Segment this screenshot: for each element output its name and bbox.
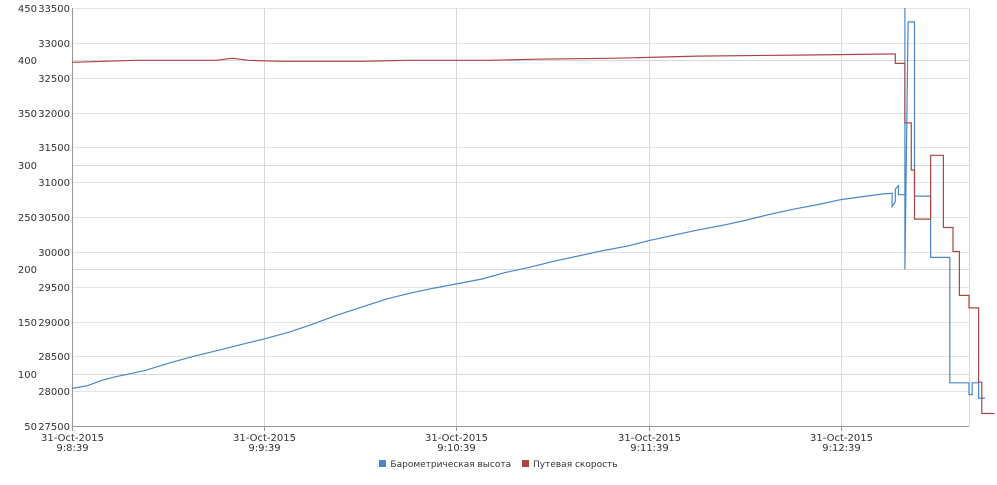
x-axis-tick-labels: 31-Oct-20159:8:3931-Oct-20159:9:3931-Oct… bbox=[41, 433, 873, 454]
y-left-tick-label: 200 bbox=[18, 265, 37, 276]
y-right-tick-label: 33500 bbox=[38, 4, 70, 15]
x-tick-label-date: 31-Oct-2015 bbox=[41, 433, 104, 444]
series-line-1[interactable] bbox=[71, 53, 995, 415]
y-left-tick-label: 300 bbox=[18, 161, 37, 172]
y-left-tick-label: 50 bbox=[24, 422, 37, 433]
legend-swatch-speed bbox=[522, 460, 529, 467]
y-left-tick-label: 400 bbox=[18, 56, 37, 67]
legend-swatch-altitude bbox=[379, 460, 387, 467]
y-left-tick-label: 150 bbox=[18, 318, 37, 329]
x-tick-label-time: 9:10:39 bbox=[437, 443, 476, 454]
y-right-tick-label: 29000 bbox=[38, 318, 70, 329]
y-left-tick-label: 250 bbox=[18, 213, 37, 224]
y-right-tick-label: 27500 bbox=[38, 422, 70, 433]
y-right-tick-label: 33000 bbox=[38, 39, 70, 50]
legend-item-altitude[interactable]: Барометрическая высота bbox=[379, 460, 511, 470]
y-right-tick-label: 32500 bbox=[38, 74, 70, 85]
x-tick-label-date: 31-Oct-2015 bbox=[618, 433, 681, 444]
legend-label-altitude: Барометрическая высота bbox=[390, 460, 512, 470]
legend-item-speed[interactable]: Путевая скорость bbox=[522, 460, 618, 470]
y-right-tick-label: 31500 bbox=[38, 143, 70, 154]
left-axis-tick-labels: 50 100 150 200 250 300 350 400 450 bbox=[18, 4, 37, 433]
y-right-tick-label: 28000 bbox=[38, 387, 70, 398]
legend-label-speed: Путевая скорость bbox=[533, 460, 618, 470]
x-tick-label-time: 9:8:39 bbox=[56, 443, 88, 454]
y-left-tick-label: 100 bbox=[18, 370, 37, 381]
series-lines bbox=[71, 8, 995, 415]
y-right-tick-label: 28500 bbox=[38, 352, 70, 363]
chart-legend: Барометрическая высота Путевая скорость bbox=[0, 460, 997, 470]
x-tick-label-date: 31-Oct-2015 bbox=[233, 433, 296, 444]
x-tick-label-date: 31-Oct-2015 bbox=[810, 433, 873, 444]
grid-lines bbox=[72, 8, 970, 427]
right-axis-tick-labels: 27500 28000 28500 29000 29500 30000 30500 31000… bbox=[38, 4, 70, 433]
y-right-tick-label: 30000 bbox=[38, 248, 70, 259]
y-right-tick-label: 29500 bbox=[38, 283, 70, 294]
y-left-tick-label: 450 bbox=[18, 4, 37, 15]
y-right-tick-label: 31000 bbox=[38, 178, 70, 189]
x-tick-label-time: 9:12:39 bbox=[822, 443, 861, 454]
y-left-tick-label: 350 bbox=[18, 109, 37, 120]
axes bbox=[72, 8, 969, 431]
x-tick-label-time: 9:9:39 bbox=[248, 443, 280, 454]
x-tick-label-time: 9:11:39 bbox=[630, 443, 669, 454]
y-right-tick-label: 32000 bbox=[38, 109, 70, 120]
series-line-0[interactable] bbox=[71, 8, 985, 399]
x-tick-label-date: 31-Oct-2015 bbox=[425, 433, 488, 444]
y-right-tick-label: 30500 bbox=[38, 213, 70, 224]
